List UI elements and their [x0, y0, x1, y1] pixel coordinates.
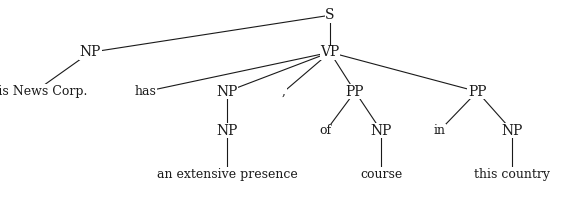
Text: NP: NP [371, 124, 392, 138]
Text: has: has [134, 85, 157, 98]
Text: of: of [320, 124, 332, 137]
Text: PP: PP [346, 85, 364, 99]
Text: course: course [360, 168, 402, 181]
Text: VP: VP [320, 45, 340, 59]
Text: This News Corp.: This News Corp. [0, 85, 88, 98]
Text: an extensive presence: an extensive presence [157, 168, 297, 181]
Text: in: in [434, 124, 445, 137]
Text: NP: NP [502, 124, 523, 138]
Text: PP: PP [468, 85, 487, 99]
Text: NP: NP [80, 45, 101, 59]
Text: S: S [325, 8, 335, 22]
Text: ,: , [282, 85, 286, 98]
Text: NP: NP [217, 124, 237, 138]
Text: NP: NP [217, 85, 237, 99]
Text: this country: this country [474, 168, 550, 181]
